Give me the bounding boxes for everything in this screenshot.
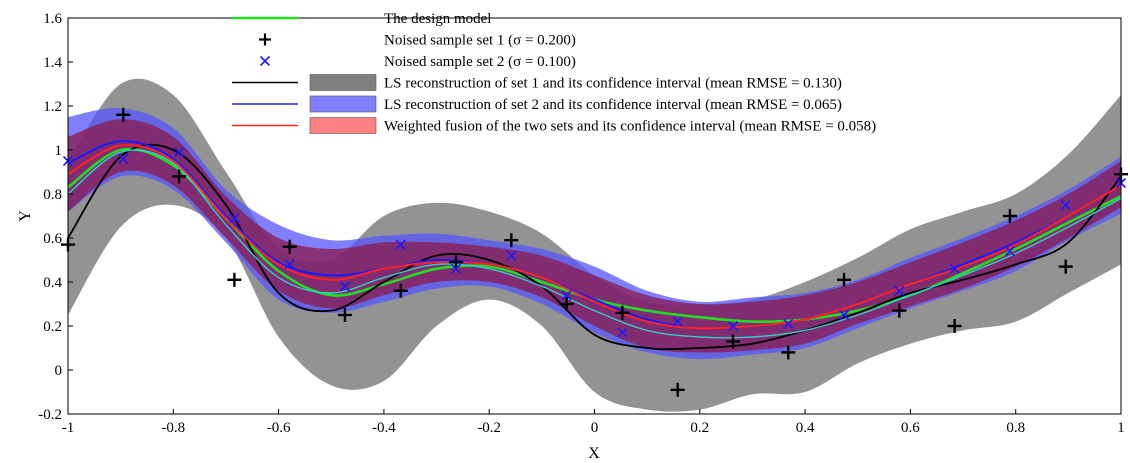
sample-set-1-point bbox=[504, 233, 519, 248]
y-tick-label: 1.6 bbox=[43, 11, 62, 27]
x-tick-label: 1 bbox=[1117, 420, 1125, 436]
y-tick-label: 0 bbox=[55, 363, 63, 379]
y-tick-label: -0.2 bbox=[38, 407, 62, 423]
x-tick-label: -0.4 bbox=[372, 420, 396, 436]
legend: The design model Noised sample set 1 (σ =… bbox=[232, 11, 876, 135]
sample-set-1-point bbox=[1002, 209, 1017, 223]
legend-label: The design model bbox=[384, 11, 491, 27]
sample-set-2-point bbox=[838, 309, 850, 321]
x-tick-label: -1 bbox=[62, 420, 75, 436]
sample-set-1-point bbox=[172, 169, 187, 184]
sample-set-1-point bbox=[393, 283, 408, 298]
sample-set-1-point bbox=[837, 272, 852, 287]
curve-2 bbox=[68, 143, 1121, 351]
sample-set-2-point bbox=[727, 320, 739, 332]
confidence-band-1 bbox=[68, 78, 1121, 412]
sample-set-2-point bbox=[450, 263, 462, 274]
sample-set-1-point bbox=[116, 107, 131, 122]
legend-label: Noised sample set 2 (σ = 0.100) bbox=[384, 54, 576, 70]
sample-set-2-point bbox=[284, 259, 295, 270]
x-tick-label: 0 bbox=[591, 420, 599, 436]
sample-set-2-point bbox=[617, 327, 628, 338]
sample-set-1-point bbox=[947, 319, 962, 333]
legend-entry-4: LS reconstruction of set 1 and its confi… bbox=[232, 74, 842, 92]
y-tick-label: 0.4 bbox=[43, 275, 62, 291]
sample-set-1-point bbox=[670, 382, 685, 397]
y-tick-label: 0.2 bbox=[43, 319, 62, 335]
sample-set-1-point bbox=[892, 303, 907, 318]
sample-set-2-point bbox=[672, 316, 683, 327]
legend-entry-3: Noised sample set 2 (σ = 0.100) bbox=[259, 54, 576, 70]
legend-label: Noised sample set 1 (σ = 0.200) bbox=[384, 33, 576, 49]
sample-set-1-point bbox=[337, 308, 352, 322]
sample-set-2-point bbox=[1004, 246, 1015, 257]
curve-4 bbox=[68, 144, 1121, 330]
legend-label: LS reconstruction of set 1 and its confi… bbox=[384, 76, 842, 92]
curves bbox=[68, 140, 1121, 351]
curve-3 bbox=[68, 140, 1121, 330]
sample-set-1-point bbox=[725, 334, 740, 349]
sample-set-1-point bbox=[615, 305, 630, 320]
sample-set-1-point bbox=[559, 297, 574, 311]
sample-set-2-point bbox=[561, 290, 572, 301]
sample-markers bbox=[61, 107, 1128, 397]
legend-entry-2: Noised sample set 1 (σ = 0.200) bbox=[259, 33, 576, 49]
legend-band-swatch bbox=[309, 95, 377, 113]
y-tick-label: 0.6 bbox=[43, 231, 62, 247]
legend-label: Weighted fusion of the two sets and its … bbox=[384, 119, 876, 135]
legend-band-swatch bbox=[309, 117, 377, 134]
sample-set-2-point bbox=[949, 263, 960, 274]
y-tick-label: 1.4 bbox=[43, 55, 62, 71]
x-tick-label: 0.6 bbox=[901, 420, 920, 436]
y-axis-title: Y bbox=[17, 210, 34, 222]
sample-set-2-point bbox=[1060, 199, 1071, 211]
y-tick-label: 1 bbox=[55, 143, 63, 159]
sample-set-2-point bbox=[783, 318, 794, 329]
sample-set-1-point bbox=[449, 255, 464, 270]
x-tick-label: -0.2 bbox=[477, 420, 501, 436]
sample-set-2-point bbox=[174, 147, 185, 158]
legend-entry-6: Weighted fusion of the two sets and its … bbox=[232, 117, 876, 135]
x-tick-label: -0.8 bbox=[161, 420, 185, 436]
sample-set-2-point bbox=[506, 250, 517, 261]
legend-band-swatch bbox=[309, 74, 377, 91]
legend-entry-5: LS reconstruction of set 2 and its confi… bbox=[232, 95, 842, 113]
y-tick-label: 0.8 bbox=[43, 187, 62, 203]
sample-set-2-point bbox=[229, 213, 240, 224]
x-tick-label: 0.2 bbox=[690, 420, 709, 436]
sample-set-1-point bbox=[227, 272, 242, 287]
sample-set-2-point bbox=[395, 239, 406, 250]
sample-set-1-point bbox=[282, 239, 297, 254]
sample-set-1-point bbox=[781, 345, 796, 360]
y-tick-label: 1.2 bbox=[43, 99, 62, 115]
legend-entry-1: The design model bbox=[232, 11, 491, 27]
x-tick-label: 0.4 bbox=[796, 420, 815, 436]
sample-set-1-point bbox=[1058, 259, 1073, 274]
x-tick-label: -0.6 bbox=[267, 420, 291, 436]
curve-5 bbox=[68, 149, 1121, 339]
axis-ticks: -1 -0.8 -0.6 -0.4 -0.2 0 0.2 0.4 0.6 0.8 1 -0.2 0 0.2… bbox=[38, 11, 1125, 436]
sample-set-2-point bbox=[339, 281, 351, 292]
legend-label: LS reconstruction of set 2 and its confi… bbox=[384, 97, 842, 113]
sample-set-2-point bbox=[118, 153, 129, 164]
x-tick-label: 0.8 bbox=[1006, 420, 1025, 436]
x-axis-title: X bbox=[588, 445, 600, 462]
sample-set-2-point bbox=[894, 285, 905, 296]
